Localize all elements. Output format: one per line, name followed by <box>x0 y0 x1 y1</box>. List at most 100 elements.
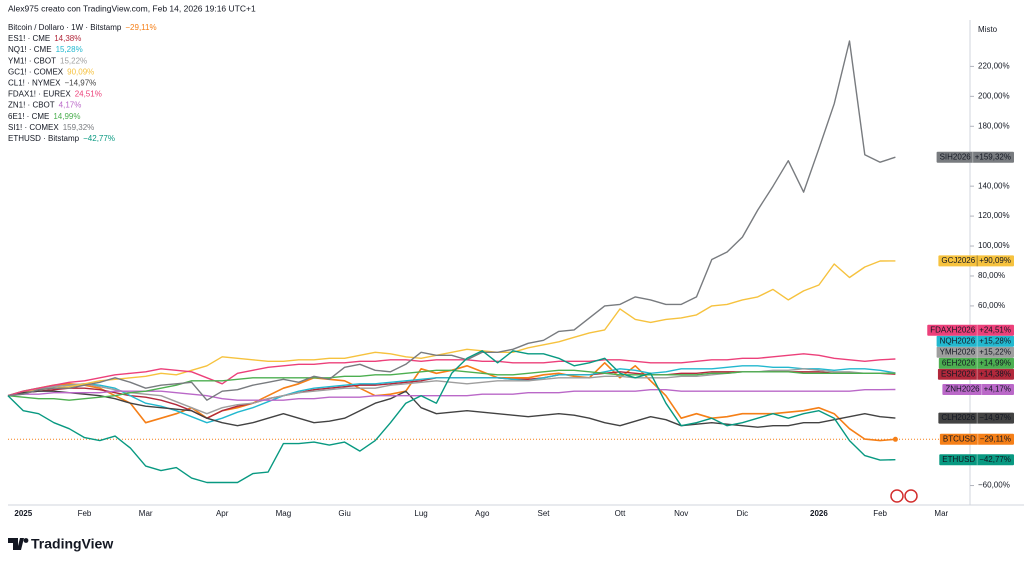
tag-bg <box>939 454 1014 466</box>
legend-value: −42,77% <box>83 134 115 143</box>
series-line <box>7 369 896 401</box>
legend-entry: SI1! · COMEX 159,32% <box>8 123 94 132</box>
legend-entry: Bitcoin / Dollaro · 1W · Bitstamp −29,11% <box>8 23 157 32</box>
legend-value: 15,22% <box>60 56 87 65</box>
y-tick-label: 120,00% <box>978 211 1010 220</box>
tag-bg <box>936 151 1014 163</box>
legend-name: Bitcoin / Dollaro · 1W · Bitstamp <box>8 23 122 32</box>
tag-bg <box>936 346 1014 358</box>
x-tick-label: Apr <box>216 509 229 518</box>
x-tick-label: Feb <box>78 509 92 518</box>
y-tick-label: 220,00% <box>978 62 1010 71</box>
y-tick-label: 140,00% <box>978 181 1010 190</box>
legend-value: 159,32% <box>63 123 95 132</box>
credit: Alex975 creato con TradingView.com, Feb … <box>8 3 256 13</box>
price-tag: +4,17% ZNH2026 <box>942 383 1014 395</box>
logo-dot <box>23 538 29 543</box>
x-tick-label: Dic <box>737 509 749 518</box>
legend-value: −29,11% <box>125 23 156 32</box>
tag-bg <box>938 255 1014 267</box>
legend-entry: CL1! · NYMEX −14,97% <box>8 79 96 88</box>
tag-symbol: NQH2026 <box>940 336 976 345</box>
legend-name: ZN1! · CBOT <box>8 101 55 110</box>
legend-name: NQ1! · CME <box>8 45 52 54</box>
tag-value: −14,97% <box>979 413 1011 422</box>
legend-entry: YM1! · CBOT 15,22% <box>8 56 87 65</box>
legend-name: FDAX1! · EUREX <box>8 90 71 99</box>
last-point <box>892 436 898 442</box>
tag-bg <box>936 335 1014 347</box>
x-tick-label: Mag <box>276 509 292 518</box>
legend-value: −14,97% <box>64 79 96 88</box>
series-line <box>7 260 896 397</box>
legend-entry: NQ1! · CME 15,28% <box>8 45 83 54</box>
tag-value: +159,32% <box>975 152 1011 161</box>
x-tick-label: Ago <box>475 509 490 518</box>
x-tick-label: Set <box>537 509 550 518</box>
series-line <box>7 40 896 401</box>
legend-value: 14,99% <box>53 112 80 121</box>
tag-bg <box>938 412 1014 424</box>
legend-name: SI1! · COMEX <box>8 123 59 132</box>
x-tick-label: Mar <box>934 509 948 518</box>
price-tag: +15,28%NQH2026 <box>936 335 1014 347</box>
legend-value: 90,09% <box>67 68 94 77</box>
event-flag <box>904 489 918 503</box>
price-tag: +14,38%ESH2026 <box>937 368 1014 380</box>
tag-value: +24,51% <box>979 325 1011 334</box>
tag-value: +4,17% <box>984 385 1011 394</box>
legend-name: CL1! · NYMEX <box>8 79 61 88</box>
tag-symbol: BTCUSD <box>943 434 976 443</box>
flags <box>890 489 918 503</box>
legend-entry: GC1! · COMEX 90,09% <box>8 68 94 77</box>
price-tag: +15,22%YMH2026 <box>936 346 1014 358</box>
legend-name: GC1! · COMEX <box>8 68 64 77</box>
x-tick-label: Nov <box>674 509 688 518</box>
tag-value: +15,28% <box>979 336 1011 345</box>
tag-bg <box>942 383 1014 395</box>
legend-value: 14,38% <box>54 34 81 43</box>
price-tag: −14,97% CLH2026 <box>938 412 1014 424</box>
scale-label: Misto <box>978 25 998 34</box>
legend-name: ES1! · CME <box>8 34 50 43</box>
tag-symbol: FDAXH2026 <box>930 325 975 334</box>
y-tick-label: 180,00% <box>978 121 1010 130</box>
y-tick-label: 200,00% <box>978 91 1010 100</box>
tag-value: −42,77% <box>979 455 1011 464</box>
x-tick-label: Lug <box>414 509 427 518</box>
y-tick-label: 80,00% <box>978 271 1005 280</box>
tag-symbol: ESH2026 <box>941 369 976 378</box>
x-tick-label: Giu <box>338 509 350 518</box>
tag-symbol: YMH2026 <box>940 347 976 356</box>
x-tick-label: Ott <box>615 509 626 518</box>
legend-value: 24,51% <box>75 90 102 99</box>
tag-symbol: 6EH2026 <box>942 358 976 367</box>
logo: TradingView <box>8 536 113 552</box>
price-tag: +24,51% FDAXH2026 <box>927 324 1014 336</box>
tag-symbol: ETHUSD <box>942 455 975 464</box>
legend-name: 6E1! · CME <box>8 112 49 121</box>
brand: TradingView <box>31 536 113 552</box>
price-tag: +159,32%SIH2026 <box>936 151 1014 163</box>
tag-bg <box>937 368 1014 380</box>
series-line <box>7 365 896 424</box>
series-line <box>7 350 896 484</box>
tag-value: −29,11% <box>980 434 1011 443</box>
tag-bg <box>927 324 1014 336</box>
legend-entry: ES1! · CME 14,38% <box>8 34 81 43</box>
tag-symbol: SIH2026 <box>940 152 972 161</box>
x-tick-label: Mar <box>139 509 153 518</box>
series-line <box>7 388 896 401</box>
tag-value: +14,99% <box>979 358 1011 367</box>
legend-name: YM1! · CBOT <box>8 56 56 65</box>
series-line <box>7 390 896 428</box>
tag-bg <box>938 357 1014 369</box>
series-line <box>7 353 896 397</box>
price-tag: −42,77% ETHUSD <box>939 454 1014 466</box>
legend-entry: 6E1! · CME 14,99% <box>8 112 80 121</box>
x-tick-label: Feb <box>873 509 887 518</box>
legend-value: 15,28% <box>56 45 83 54</box>
y-tick-label: 60,00% <box>978 301 1005 310</box>
